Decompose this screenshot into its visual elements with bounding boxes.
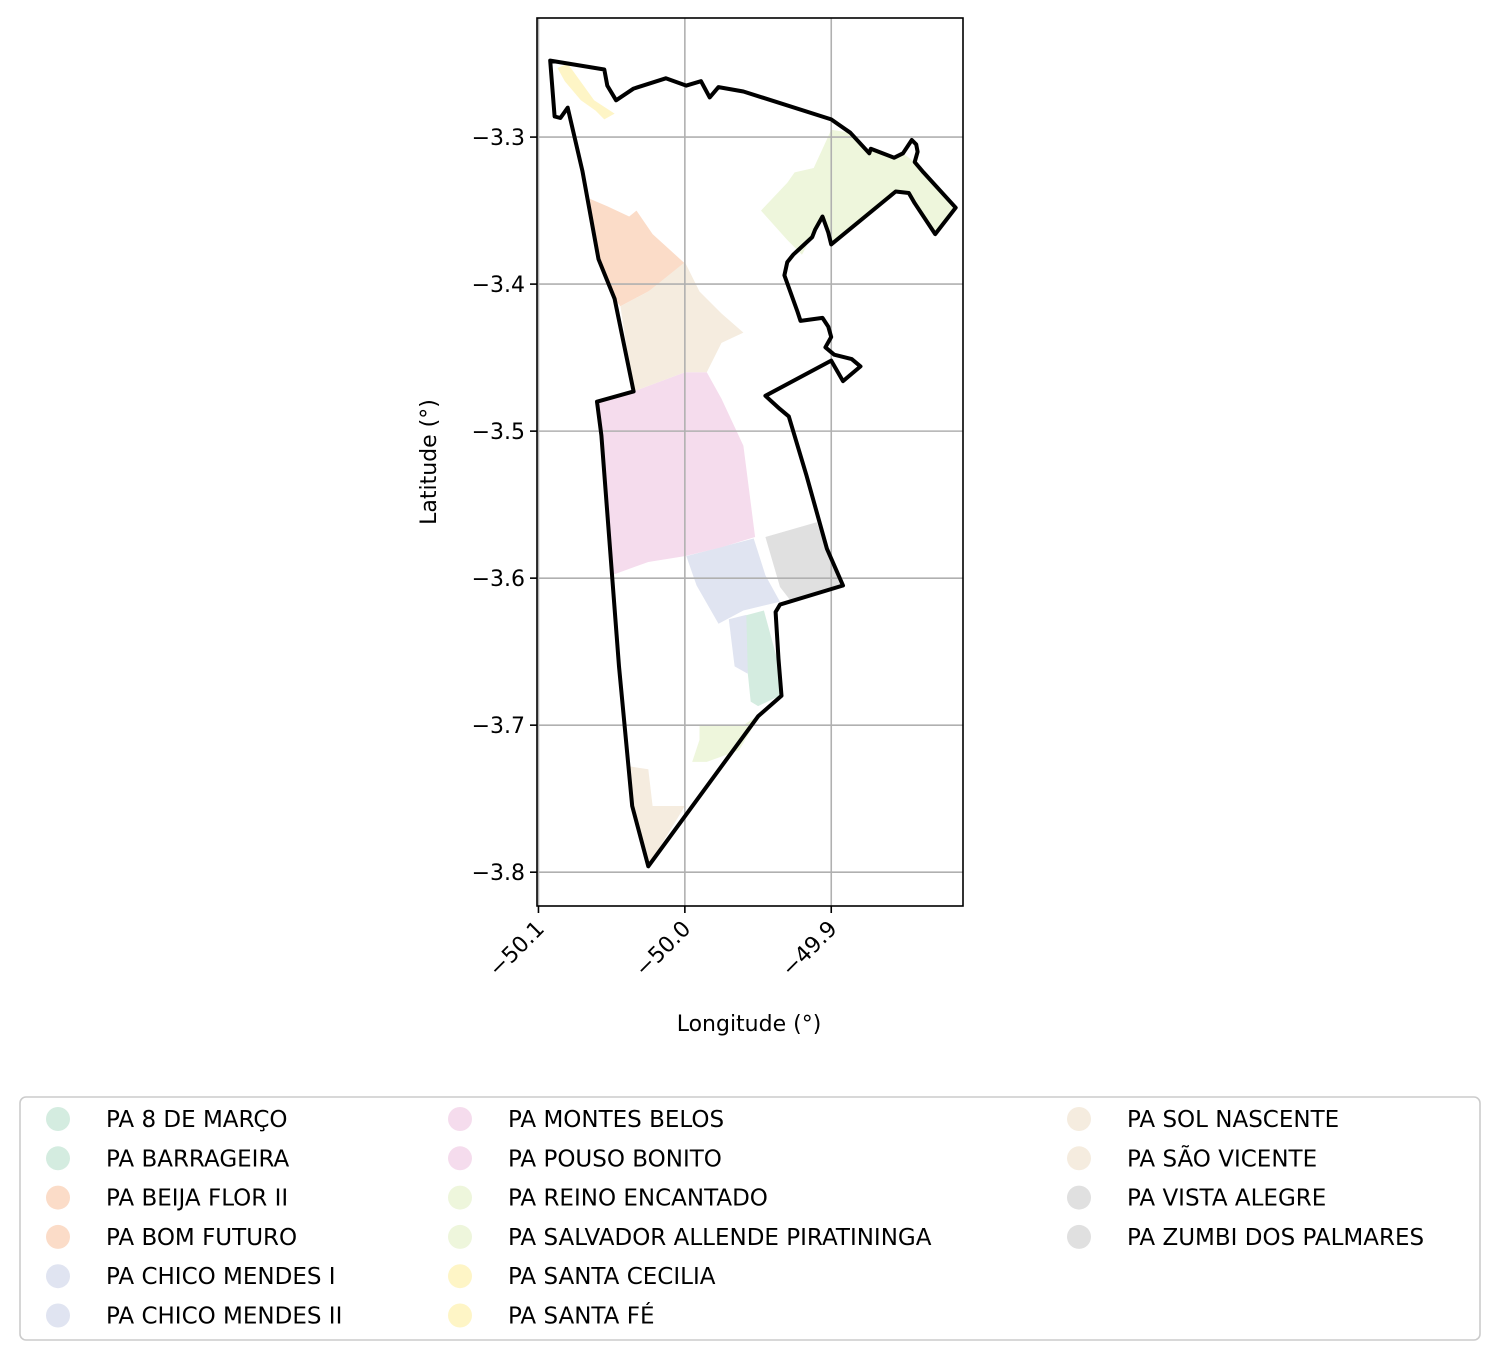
legend: PA 8 DE MARÇO PA BARRAGEIRA PA BEIJA FLOR … [19,1096,1481,1341]
y-tick-label: −3.8 [472,861,525,886]
legend-item: PA SÃO VICENTE [1067,1144,1317,1172]
legend-item: PA SALVADOR ALLENDE PIRATININGA [448,1224,932,1251]
x-tick-label: −50.1 [484,917,549,982]
legend-item: PA MONTES BELOS [448,1107,724,1133]
legend-item: PA POUSO BONITO [448,1146,722,1172]
municipality-boundary [548,58,958,869]
region-pa-8-de-marco [741,610,780,707]
region-pa-santa-cecilia [557,63,615,120]
legend-item: PA VISTA ALEGRE [1067,1185,1326,1212]
legend-swatch [1067,1107,1091,1131]
region-pa-chico-mendes-ii [728,614,748,674]
legend-swatch [448,1303,472,1328]
legend-label: PA BEIJA FLOR II [106,1186,288,1212]
legend-label: PA SOL NASCENTE [1127,1107,1339,1133]
y-tick-label: −3.6 [472,567,525,592]
region-pa-beija-flor-ii [589,198,685,307]
region-pa-montes-belos [597,372,756,576]
legend-label: PA VISTA ALEGRE [1127,1186,1326,1212]
region-pa-reino-encantado [761,129,956,255]
legend-item: PA CHICO MENDES I [46,1264,336,1290]
legend-item: PA SANTA FÉ [448,1302,654,1330]
legend-item: PA REINO ENCANTADO [448,1185,768,1212]
legend-swatch [46,1146,70,1171]
legend-item: PA SANTA CECILIA [448,1264,716,1290]
region-pa-salvador-allende-piratininga [692,713,761,762]
region-pa-sol-nascente [620,262,744,392]
x-tick-label: −50.0 [631,917,696,982]
legend-label: PA SANTA CECILIA [508,1264,716,1290]
region-layer [557,63,956,867]
axes-frame [536,17,964,907]
legend-item: PA CHICO MENDES II [46,1303,342,1330]
legend-label: PA CHICO MENDES II [106,1304,342,1330]
y-tick-label: −3.4 [472,273,525,298]
legend-label: PA SÃO VICENTE [1127,1144,1317,1172]
region-pa-vista-alegre [765,522,842,601]
legend-label: PA MONTES BELOS [508,1107,724,1133]
legend-swatch [46,1224,70,1249]
legend-swatch [448,1224,472,1249]
legend-swatch [448,1107,472,1131]
legend-swatch [448,1146,472,1171]
legend-swatch [1067,1146,1091,1171]
legend-label: PA SANTA FÉ [508,1302,654,1330]
legend-swatch [46,1264,70,1289]
legend-label: PA POUSO BONITO [508,1146,722,1172]
legend-swatch [46,1303,70,1328]
y-tick-label: −3.5 [472,420,525,445]
legend-items: PA 8 DE MARÇO PA BARRAGEIRA PA BEIJA FLOR … [46,1107,1424,1330]
legend-label: PA REINO ENCANTADO [508,1186,768,1212]
legend-item: PA BOM FUTURO [46,1224,297,1251]
legend-label: PA SALVADOR ALLENDE PIRATININGA [508,1225,932,1251]
grid-layer [537,18,963,906]
region-pa-chico-mendes-i [686,538,780,624]
y-tick-label: −3.7 [472,714,525,739]
x-axis-ticks: −50.1 −50.0 −49.9 [484,906,842,982]
legend-item: PA BEIJA FLOR II [46,1185,288,1212]
y-axis-label: Latitude (°) [417,399,442,525]
legend-item: PA ZUMBI DOS PALMARES [1067,1224,1424,1251]
x-tick-label: −49.9 [777,917,842,982]
legend-swatch [1067,1185,1091,1210]
legend-swatch [1067,1224,1091,1249]
legend-label: PA ZUMBI DOS PALMARES [1127,1225,1424,1251]
legend-label: PA BARRAGEIRA [106,1146,290,1172]
y-axis-ticks: −3.3 −3.4 −3.5 −3.6 −3.7 −3.8 [472,126,537,886]
legend-item: PA SOL NASCENTE [1067,1107,1339,1133]
legend-item: PA BARRAGEIRA [46,1146,290,1172]
legend-swatch [46,1107,70,1131]
legend-frame [19,1096,1481,1341]
legend-label: PA CHICO MENDES I [106,1264,336,1290]
legend-swatch [448,1185,472,1210]
y-tick-label: −3.3 [472,126,525,151]
legend-label: PA 8 DE MARÇO [106,1107,288,1133]
legend-item: PA 8 DE MARÇO [46,1107,288,1133]
legend-swatch [448,1264,472,1289]
legend-swatch [46,1185,70,1210]
legend-label: PA BOM FUTURO [106,1225,297,1251]
x-axis-label: Longitude (°) [677,1012,822,1037]
